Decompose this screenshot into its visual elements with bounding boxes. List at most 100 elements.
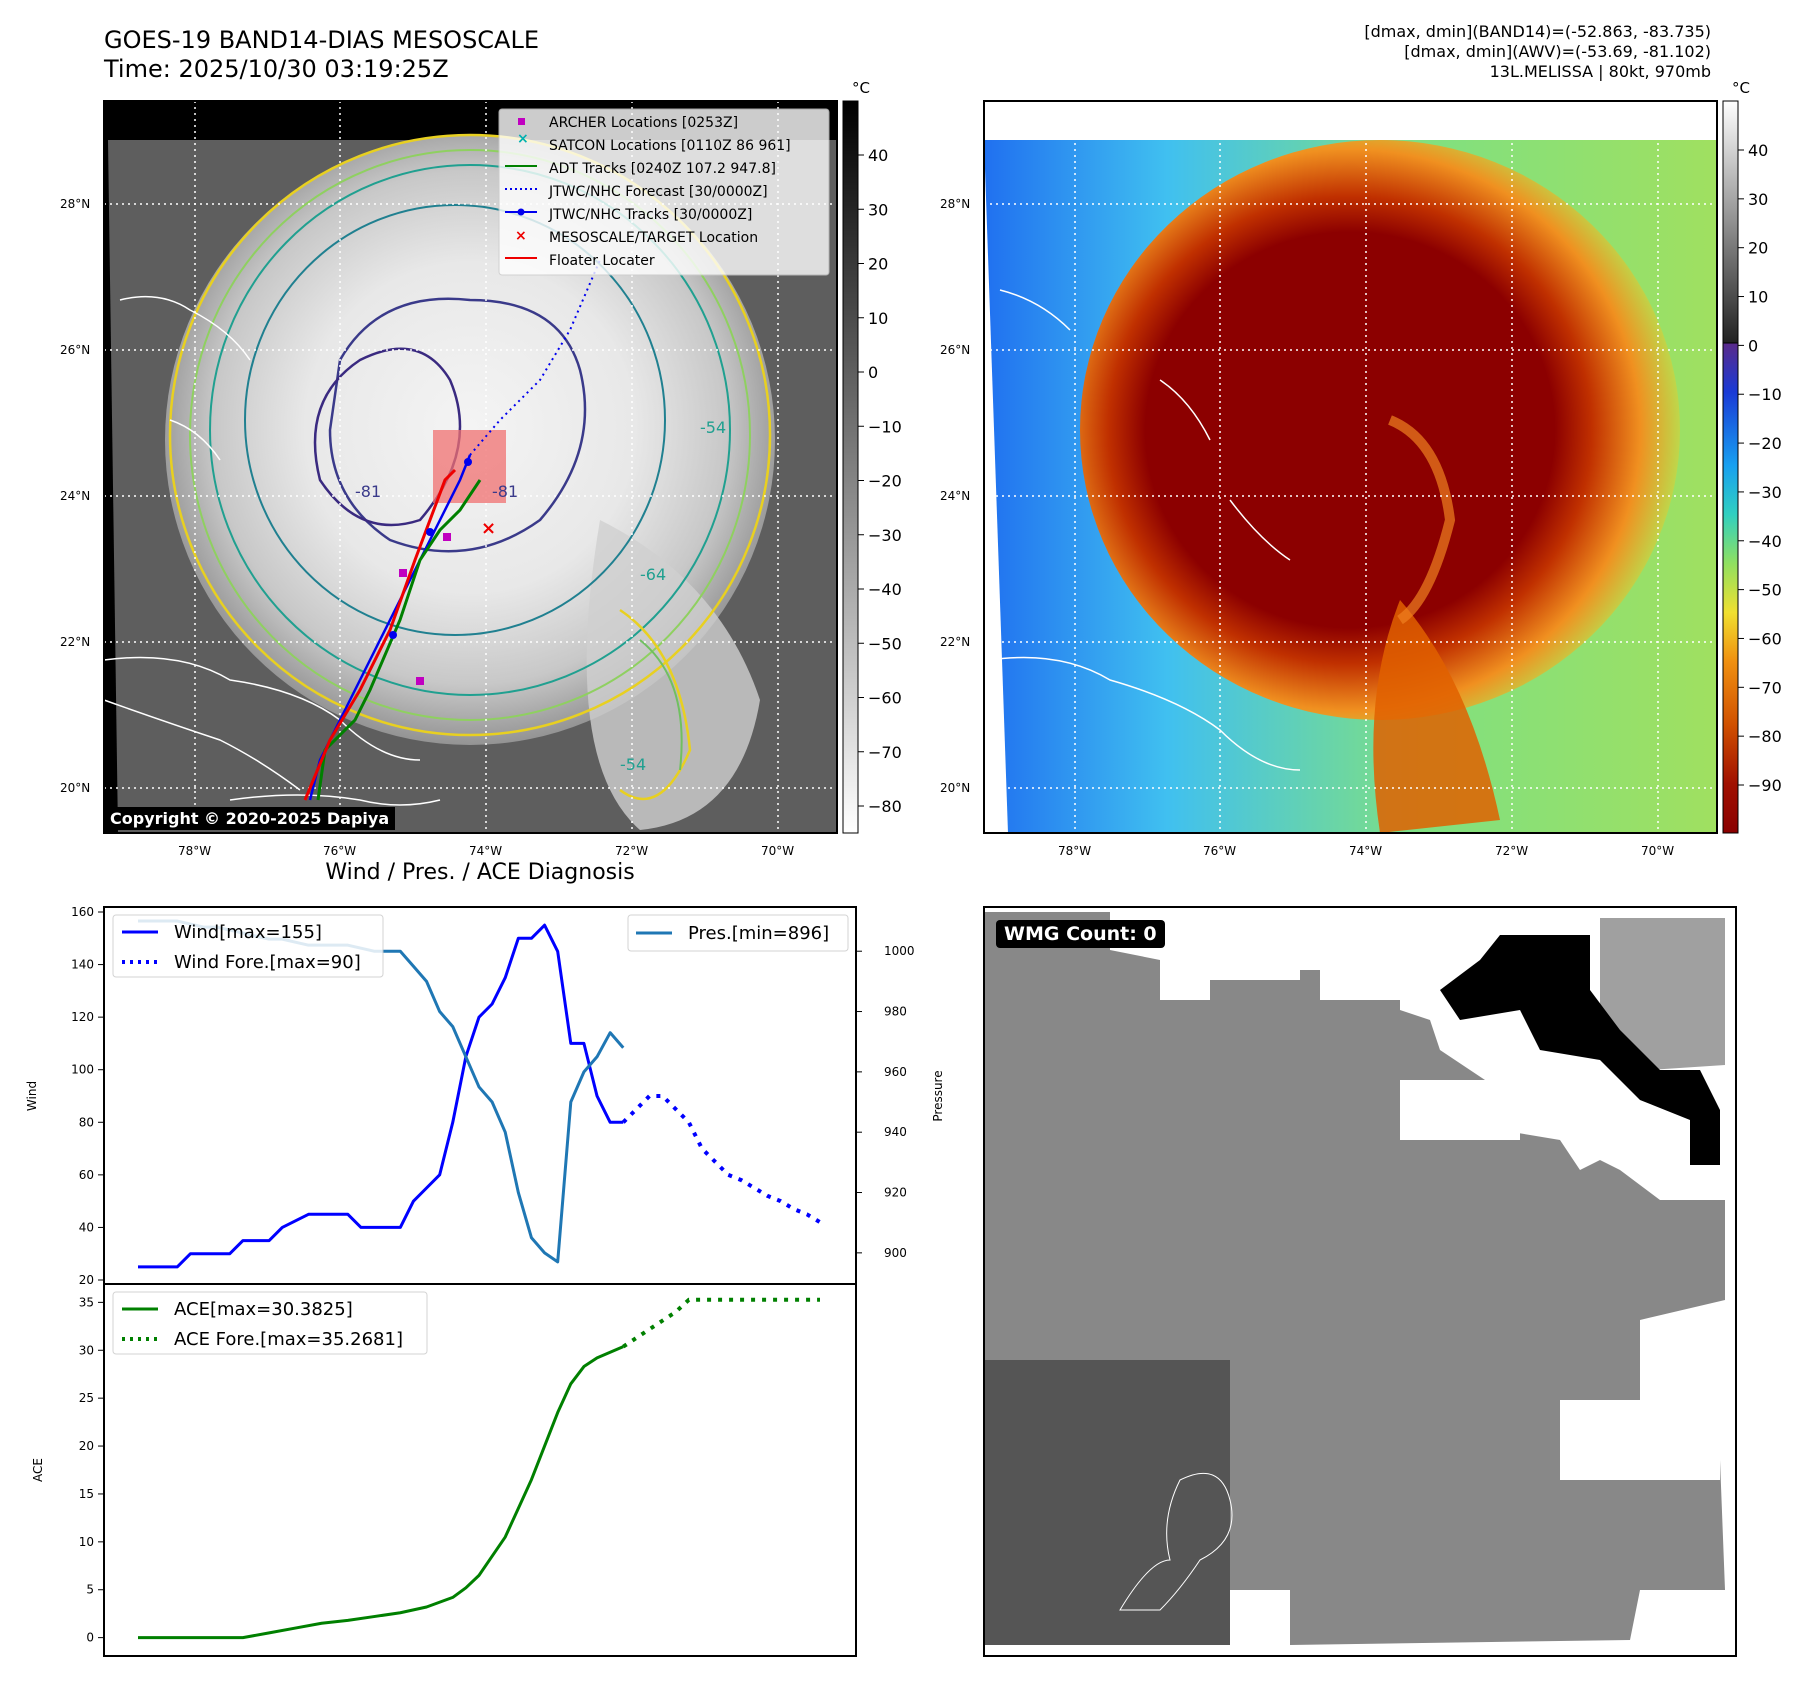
axis-tick-label: 920 [884,1186,907,1200]
mesoscale-target-marker: × [481,518,496,539]
legend-wind: Wind[max=155] [174,922,322,943]
awv-gridlines [984,101,1717,833]
series-line [138,923,624,1269]
axis-tick-label: 160 [71,905,94,919]
stats-line-3: 13L.MELISSA | 80kt, 970mb [1489,62,1711,81]
axis-tick-label: 60 [79,1168,94,1182]
legend-item-label: MESOSCALE/TARGET Location [549,230,758,246]
legend-pressure: Pres.[min=896] [688,923,829,944]
lat-label: 22°N [940,635,970,649]
colorbar-tick-label: −60 [1748,629,1782,648]
lon-label: 78°W [178,844,211,858]
map-frame [103,100,838,834]
axis-tick-label: 20 [79,1439,94,1453]
lat-label: 28°N [60,197,90,211]
colorbar-tick-label: 10 [868,309,888,328]
axis-tick-label: 0 [86,1631,94,1645]
colorbar-tick-label: −30 [1748,483,1782,502]
contour-yellow [168,133,772,737]
lon-label: 76°W [323,844,356,858]
contour-label: -54 [700,418,726,437]
ace-axis-label: ACE [31,1458,45,1482]
colorbar-left-ticks: 40 30 20 10 0 −10 −20 −30 −40 −50 −60 −70 −80 [858,146,902,816]
jtwc-track-points [389,458,472,639]
colorbar-tick-label: −70 [1748,678,1782,697]
axis-tick-label: 30 [79,1343,94,1357]
floater-box [433,430,506,503]
colorbar-tick-label: 0 [868,363,878,382]
colorbar-tick-label: −30 [868,526,902,545]
colorbar-tick-label: −10 [1748,385,1782,404]
axis-tick-label: 140 [71,958,94,972]
colorbar-tick-label: −10 [868,417,902,436]
axis-tick-label: 120 [71,1010,94,1024]
lat-label: 26°N [940,343,970,357]
wmg-clear-patch [1400,1080,1520,1140]
legend-box [498,108,830,276]
wmg-region-light [1600,918,1725,1070]
axis-tick-label: 15 [79,1487,94,1501]
axis-tick-label: 100 [71,1063,94,1077]
wind-pressure-panel: 20 40 60 80 100 120 140 160 900 920 940 960 980 1000… [25,905,945,1287]
pressure-axis-label: Pressure [931,1070,945,1121]
cuba-coastline-south [103,699,301,791]
wmg-region-dark [984,1360,1230,1645]
lat-label: 24°N [940,489,970,503]
map-legend: × × ARCHER Locations [0253Z] SATCON Loca… [498,108,830,276]
axis-tick-label: 25 [79,1391,94,1405]
axis-tick-label: 10 [79,1535,94,1549]
axis-tick-label: 980 [884,1005,907,1019]
jtwc-forecast [469,259,601,456]
figure-title: GOES-19 BAND14-DIAS MESOSCALE Time: 2025… [104,26,539,84]
legend-item-label: SATCON Locations [0110Z 86 961] [549,138,791,154]
lat-label: 20°N [60,781,90,795]
wmg-panel [983,906,1737,1657]
lon-label: 76°W [1203,844,1236,858]
legend-item-label: JTWC/NHC Forecast [30/0000Z] [548,184,768,200]
awv-frame [983,100,1718,834]
contour-teal-inner [244,204,666,636]
archer-marker-2 [416,677,424,685]
adt-track [316,479,482,801]
colorbar-right-unit: °C [1732,79,1750,97]
bahamas-coastline [169,419,221,461]
colorbar-right-upper [1722,100,1739,344]
stats-line-2: [dmax, dmin](AWV)=(-53.69, -81.102) [1404,42,1711,61]
lat-label: 28°N [940,197,970,211]
colorbar-tick-label: −80 [1748,727,1782,746]
lon-label: 74°W [1349,844,1382,858]
wmg-frame [983,906,1737,1657]
legend-item-label: ARCHER Locations [0253Z] [549,115,738,131]
lon-label: 78°W [1058,844,1091,858]
florida-coastline [119,295,251,361]
colorbar-tick-label: −60 [868,689,902,708]
contour-eye-ring [313,347,462,527]
title-line-2: Time: 2025/10/30 03:19:25Z [104,55,449,83]
axis-tick-label: 900 [884,1246,907,1260]
wind-axis-ticks: 20 40 60 80 100 120 140 160 [71,905,104,1287]
lon-label: 72°W [1495,844,1528,858]
contour-band-green [639,639,683,771]
wmg-count-badge: WMG Count: 0 [996,920,1165,948]
axis-tick-label: 20 [79,1273,94,1287]
legend-ace: ACE[max=30.3825] [174,1299,353,1320]
wmg-clear-patch [1560,1400,1720,1480]
ace-series [138,1297,820,1640]
pressure-legend [627,914,849,952]
contour-label: -81 [492,482,518,501]
awv-spiral [1387,415,1456,625]
colorbar-tick-label: −40 [868,580,902,599]
legend-item-label: Floater Locater [549,253,655,269]
ace-panel: 0 5 10 15 20 25 30 35 ACE ACE[max=30.3825] ACE … [31,1283,857,1657]
series-line [622,1297,820,1349]
awv-colorbar: °C 40 30 20 10 0 −10 −20 −30 −40 −50 −60 −70 −80 −90 [1722,79,1782,834]
colorbar-tick-label: −80 [868,797,902,816]
contour-label: -81 [355,482,381,501]
legend-wind-fore: Wind Fore.[max=90] [174,952,361,973]
colorbar-tick-label: −50 [1748,581,1782,600]
bahamas-coastline [1159,379,1291,561]
wind-axis-label: Wind [25,1081,39,1111]
lon-label: 70°W [761,844,794,858]
axis-tick-label: 35 [79,1295,94,1309]
